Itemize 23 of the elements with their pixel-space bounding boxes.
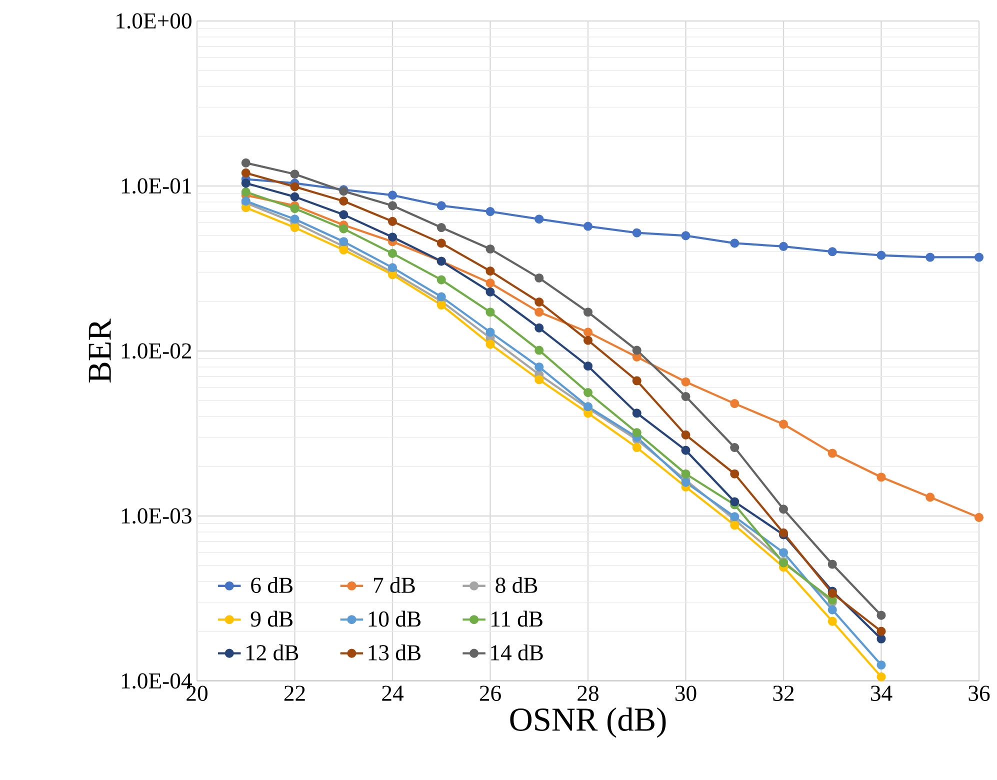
x-tick-label: 22 <box>284 686 305 701</box>
x-tick-label: 26 <box>480 686 501 701</box>
x-tick-label: 30 <box>676 686 696 702</box>
legend-label: 6 dB <box>251 577 292 593</box>
legend-label: 10 dB <box>368 610 420 627</box>
x-tick-label: 32 <box>773 686 794 701</box>
legend-label: 8 dB <box>496 577 538 593</box>
legend-label: 7 dB <box>374 577 415 593</box>
legend-label: 11 dB <box>492 610 542 627</box>
y-tick-label: 1.0E-01 <box>122 178 191 194</box>
x-axis-title: OSNR (dB) <box>510 707 666 738</box>
x-tick-label: 36 <box>968 686 990 701</box>
x-tick-label: 34 <box>871 686 892 701</box>
x-tick-label: 28 <box>578 686 598 702</box>
y-tick-label: 1.0E-02 <box>122 343 192 359</box>
y-axis-title: BER <box>88 318 111 382</box>
legend-label: 14 dB <box>491 644 543 660</box>
legend-label: 12 dB <box>246 644 298 660</box>
y-tick-label: 1.0E-03 <box>122 508 192 524</box>
legend-label: 9 dB <box>250 610 292 627</box>
x-tick-label: 24 <box>382 686 404 701</box>
legend-label: 13 dB <box>368 644 420 660</box>
y-tick-label: 1.0E+00 <box>116 13 192 29</box>
